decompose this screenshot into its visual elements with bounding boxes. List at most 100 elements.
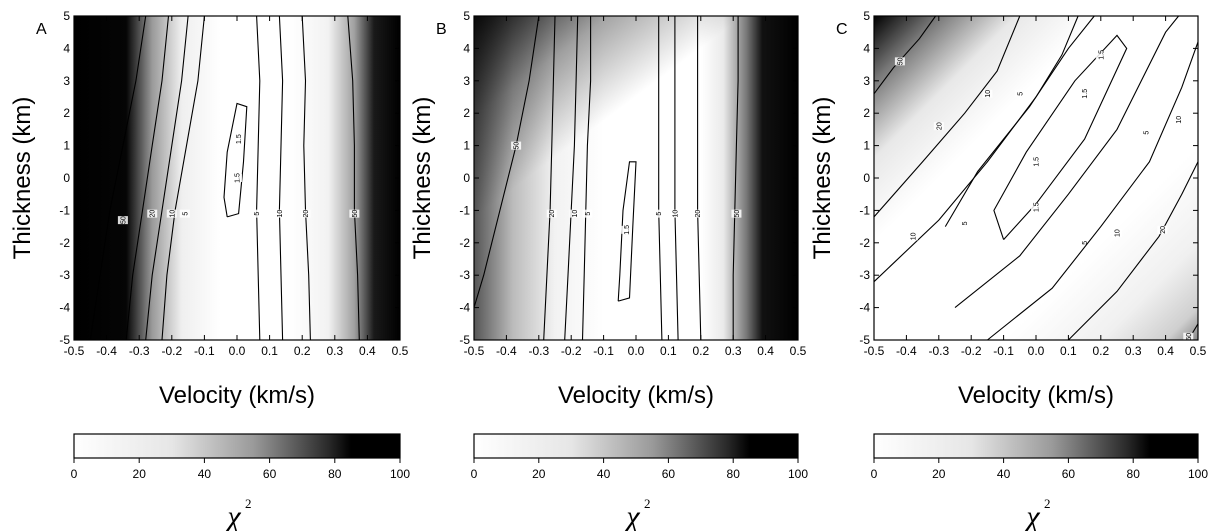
y-tick-label: -3: [59, 268, 70, 282]
x-tick-label: 0.0: [1028, 344, 1045, 358]
contour-label: 20: [549, 210, 556, 218]
y-tick-label: 5: [463, 9, 470, 23]
contour-line: [1068, 161, 1199, 341]
x-tick-label: 0.1: [261, 344, 278, 358]
colorbar-tick-label: 60: [263, 467, 277, 481]
y-tick-label: -5: [859, 333, 870, 347]
colorbar-tick-label: 0: [71, 467, 78, 481]
x-tick-label: -0.1: [194, 344, 215, 358]
y-tick-label: -4: [859, 301, 870, 315]
x-tick-label: 0.4: [1157, 344, 1174, 358]
x-tick-label: -0.4: [496, 344, 517, 358]
colorbar-tick-label: 100: [1188, 467, 1208, 481]
contour-line: [658, 16, 663, 341]
contour-line: [223, 102, 248, 218]
contour-line: [145, 15, 189, 341]
x-axis-title: Velocity (km/s): [558, 382, 714, 409]
x-tick-label: -0.5: [864, 344, 885, 358]
y-axis-title: Thickness (km): [409, 97, 436, 260]
x-tick-label: -0.4: [896, 344, 917, 358]
contour-label-bg: [1157, 225, 1168, 234]
contour-label: 10: [277, 210, 284, 218]
contour-label-bg: [233, 135, 244, 144]
colorbar-tick-label: 80: [1127, 467, 1141, 481]
y-tick-label: 4: [463, 41, 470, 55]
contour-label: 20: [936, 122, 943, 130]
contour-label-bg: [1112, 229, 1122, 238]
contour-label-bg: [1141, 128, 1152, 137]
contour-line: [347, 15, 360, 341]
x-tick-label: -0.5: [464, 344, 485, 358]
y-tick-label: -1: [859, 203, 870, 217]
y-tick-label: -2: [859, 236, 870, 250]
colorbar-tick-label: 80: [727, 467, 741, 481]
x-tick-label: 0.3: [725, 344, 742, 358]
y-axis-title: Thickness (km): [809, 97, 836, 260]
contour-label: 5: [656, 212, 663, 216]
x-tick-label: 0.2: [692, 344, 709, 358]
contour-label: 20: [150, 210, 157, 218]
contour-label-bg: [692, 209, 703, 218]
contour-line: [873, 15, 1021, 218]
colorbar: 0 20 40 60 80 100 χ 2: [471, 433, 808, 531]
x-tick-label: 0.1: [660, 344, 677, 358]
y-tick-label: 1: [63, 139, 70, 153]
colorbar-tick-label: 80: [328, 467, 342, 481]
contour-label-bg: [179, 209, 190, 218]
x-tick-label: 0.1: [1060, 344, 1077, 358]
contour-label-bg: [582, 209, 593, 218]
contour-line: [873, 15, 937, 95]
contour-label: 5: [1082, 241, 1089, 245]
contour-label: 10: [1176, 116, 1183, 124]
contour-label-bg: [731, 209, 742, 218]
contour-line: [987, 41, 1199, 341]
contour-label-bg: [300, 209, 311, 218]
x-tick-label: 0.2: [294, 344, 311, 358]
y-tick-label: 2: [63, 106, 70, 120]
colorbar-title: χ: [1023, 500, 1040, 531]
contour-label: 50: [1186, 333, 1193, 341]
y-tick-label: 3: [863, 74, 870, 88]
contour-label-bg: [653, 209, 664, 218]
y-tick-label: 2: [863, 106, 870, 120]
contour-line: [473, 15, 540, 308]
contour-line: [256, 15, 261, 341]
contour-label-bg: [1014, 89, 1025, 98]
y-tick-label: -3: [859, 268, 870, 282]
y-tick-label: 4: [863, 41, 870, 55]
contour-line: [89, 15, 147, 341]
x-tick-label: 0.4: [359, 344, 376, 358]
x-tick-label: -0.3: [129, 344, 150, 358]
y-tick-label: 3: [463, 74, 470, 88]
colorbar-tick-label: 0: [471, 467, 478, 481]
colorbar-tick-label: 40: [997, 467, 1011, 481]
y-tick-label: 0: [863, 171, 870, 185]
contour-label-bg: [147, 209, 158, 218]
contour-label-bg: [1183, 332, 1194, 341]
y-tick-label: -5: [59, 333, 70, 347]
contour-label-bg: [1031, 157, 1041, 166]
contour-label: 5: [962, 221, 969, 225]
colorbar-tick-label: 20: [532, 467, 546, 481]
panel-letter: A: [36, 21, 47, 38]
contour-label: 20: [303, 210, 310, 218]
contour-label-bg: [274, 209, 285, 218]
x-tick-label: -0.3: [928, 344, 949, 358]
contour-label: 1.5: [624, 225, 631, 235]
contour-label: 50: [897, 57, 904, 65]
x-tick-label: -0.2: [961, 344, 982, 358]
x-tick-label: 0.3: [1125, 344, 1142, 358]
contour-label-bg: [959, 219, 970, 228]
y-tick-label: 2: [463, 106, 470, 120]
x-tick-label: 0.5: [392, 344, 409, 358]
contour-label-bg: [1095, 50, 1106, 59]
x-tick-label: 0.2: [1092, 344, 1109, 358]
contour-label-bg: [982, 89, 993, 98]
colorbar: 0 20 40 60 80 100 χ 2: [71, 433, 410, 531]
contour-line: [161, 15, 205, 341]
y-tick-label: -5: [459, 333, 470, 347]
colorbar-ramp: [473, 433, 799, 459]
contour-line: [543, 15, 556, 341]
